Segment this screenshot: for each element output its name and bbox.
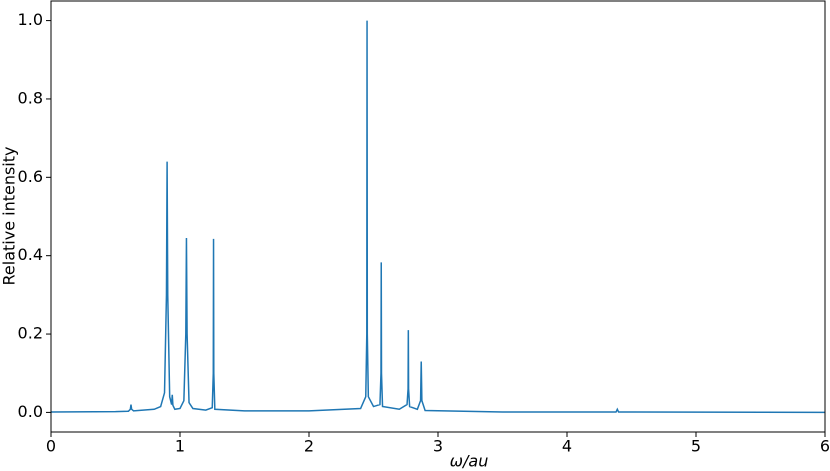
x-tick-label: 6 bbox=[820, 437, 830, 456]
x-tick-label: 3 bbox=[433, 437, 443, 456]
y-axis-label: Relative intensity bbox=[0, 147, 19, 286]
y-tick-label: 1.0 bbox=[18, 10, 43, 29]
y-tick-label: 0.8 bbox=[18, 88, 43, 107]
x-tick-label: 5 bbox=[691, 437, 701, 456]
y-tick-label: 0.4 bbox=[18, 245, 43, 264]
x-tick-label: 4 bbox=[562, 437, 572, 456]
y-tick-label: 0.6 bbox=[18, 167, 43, 186]
x-axis-label: ω/au bbox=[450, 452, 489, 471]
x-tick-label: 1 bbox=[175, 437, 185, 456]
y-tick-label: 0.2 bbox=[18, 324, 43, 343]
x-tick-label: 0 bbox=[46, 437, 56, 456]
spectrum-line bbox=[50, 20, 826, 414]
plot-frame bbox=[50, 0, 826, 433]
x-tick-label: 2 bbox=[304, 437, 314, 456]
y-tick-label: 0.0 bbox=[18, 402, 43, 421]
